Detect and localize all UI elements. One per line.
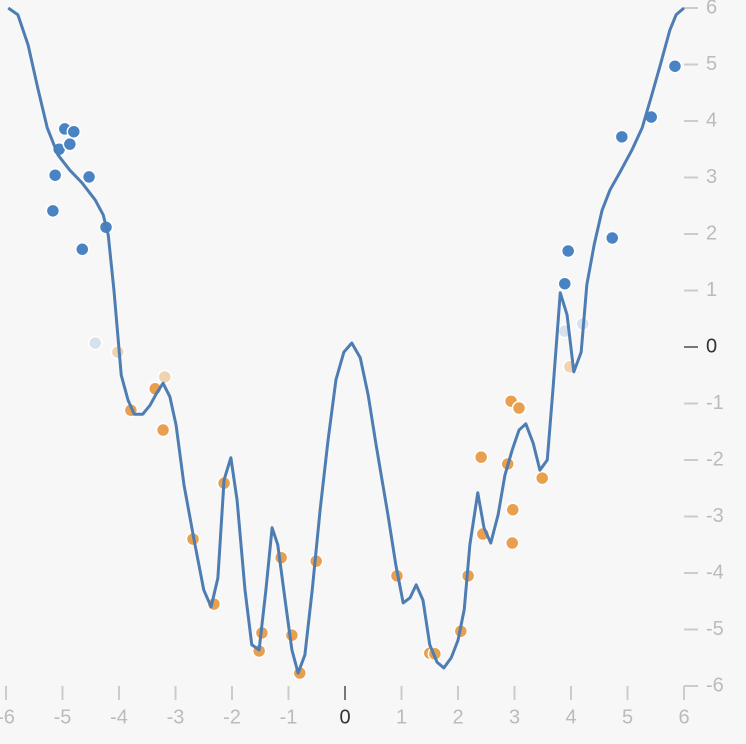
x-tick-label: -1	[280, 706, 298, 728]
x-tick-label: 4	[565, 706, 576, 728]
data-point	[47, 167, 63, 183]
y-tick-label: 1	[706, 279, 717, 301]
x-tick-label: -2	[223, 706, 241, 728]
fit-line	[7, 6, 685, 675]
data-point	[504, 535, 520, 551]
data-point	[45, 203, 61, 219]
y-tick-label: 6	[706, 0, 717, 18]
x-tick-label: 5	[622, 706, 633, 728]
y-tick-label: -6	[706, 674, 724, 696]
y-tick-label: -2	[706, 448, 724, 470]
data-point	[473, 449, 489, 465]
y-tick-label: -4	[706, 561, 724, 583]
x-tick-label: 3	[509, 706, 520, 728]
x-tick-label: -4	[110, 706, 128, 728]
x-tick-label: 2	[452, 706, 463, 728]
data-point	[155, 422, 171, 438]
y-tick-label: -1	[706, 392, 724, 414]
data-point	[560, 243, 576, 259]
x-tick-label: -3	[167, 706, 185, 728]
x-tick-label: -5	[54, 706, 72, 728]
data-point	[604, 230, 620, 246]
data-point	[557, 276, 573, 291]
data-point	[66, 124, 82, 139]
data-point	[511, 400, 527, 416]
y-tick-label: 3	[706, 166, 717, 188]
x-tick-label: -6	[0, 706, 15, 728]
y-tick-label: -5	[706, 618, 724, 640]
x-tick-label: 6	[678, 706, 689, 728]
data-point	[614, 129, 630, 145]
data-point	[667, 58, 683, 74]
data-point	[81, 169, 97, 185]
x-tick-label: 0	[339, 706, 350, 728]
y-tick-label: -3	[706, 505, 724, 527]
data-point	[62, 136, 78, 152]
data-point	[88, 335, 103, 351]
y-tick-label: 0	[706, 335, 717, 357]
data-point	[534, 470, 550, 486]
data-point	[505, 502, 521, 517]
data-point	[157, 369, 173, 385]
x-tick-label: 1	[396, 706, 407, 728]
y-tick-label: 4	[706, 109, 717, 131]
y-tick-label: 5	[706, 53, 717, 75]
data-point	[75, 242, 90, 257]
y-tick-label: 2	[706, 222, 717, 244]
